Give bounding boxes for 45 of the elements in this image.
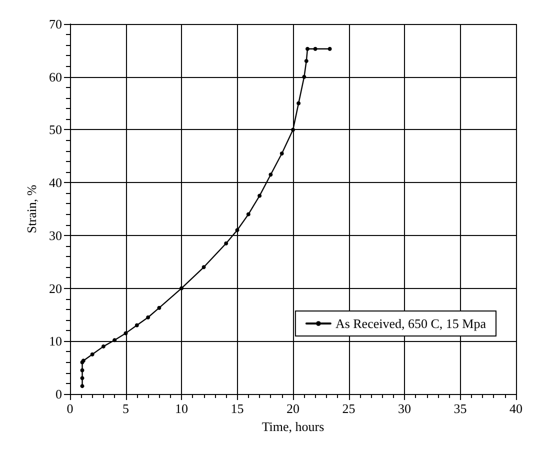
point <box>180 286 184 290</box>
point <box>146 315 150 320</box>
point <box>80 368 84 372</box>
x-tick-label: 20 <box>286 401 300 416</box>
y-tick-label: 30 <box>49 228 62 243</box>
point <box>80 384 84 388</box>
point <box>328 46 332 51</box>
x-tick-label: 35 <box>454 401 467 416</box>
legend-label: As Received, 650 C, 15 Mpa <box>335 316 486 331</box>
x-tick-label: 25 <box>342 401 356 416</box>
x-tick-label: 10 <box>175 401 188 416</box>
point <box>90 352 94 356</box>
x-tick-label: 0 <box>66 401 74 416</box>
point <box>202 265 206 270</box>
point <box>246 212 250 216</box>
point <box>302 74 306 79</box>
y-tick-label: 20 <box>49 280 62 296</box>
y-tick-label: 50 <box>49 122 62 138</box>
x-axis-title: Time, hours <box>262 419 324 434</box>
point <box>291 128 295 132</box>
point <box>157 306 162 310</box>
point <box>224 241 228 246</box>
y-tick-label: 40 <box>49 175 62 190</box>
point <box>80 376 84 380</box>
x-tick-label: 30 <box>398 401 411 416</box>
y-tick-label: 70 <box>49 16 62 32</box>
point <box>280 152 284 156</box>
point <box>306 46 310 51</box>
point <box>112 338 117 342</box>
x-tick-label: 5 <box>122 401 129 416</box>
y-tick-label: 60 <box>49 69 62 84</box>
x-tick-label: 15 <box>230 401 244 416</box>
point <box>134 323 139 328</box>
x-tick-label: 40 <box>510 401 522 416</box>
y-tick-label: 10 <box>49 334 62 349</box>
y-tick-label: 0 <box>56 386 62 402</box>
y-axis-title: Strain, % <box>24 184 39 234</box>
point <box>235 228 240 232</box>
point <box>313 46 318 51</box>
point <box>101 344 106 348</box>
point <box>304 59 308 63</box>
point <box>296 101 301 106</box>
point <box>124 331 128 336</box>
point <box>258 194 262 198</box>
point <box>268 172 273 177</box>
